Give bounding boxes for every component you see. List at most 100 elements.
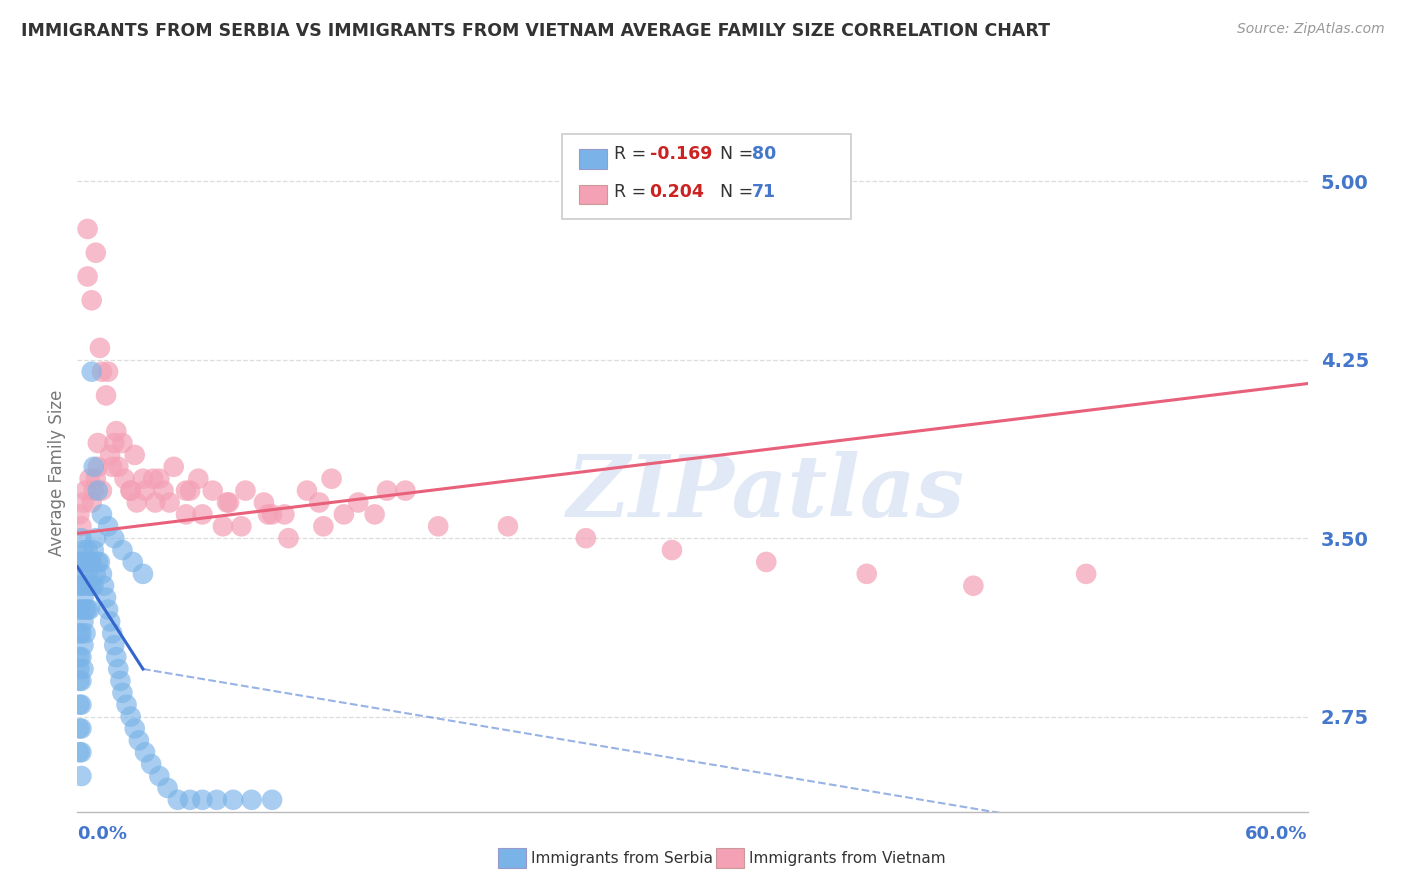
Point — [253, 495, 276, 509]
Point — [79, 472, 101, 486]
Point — [427, 519, 450, 533]
Point — [70, 673, 93, 688]
Point — [101, 626, 124, 640]
Text: Immigrants from Serbia: Immigrants from Serbia — [531, 851, 713, 865]
Text: R =: R = — [614, 145, 652, 163]
Text: Source: ZipAtlas.com: Source: ZipAtlas.com — [1237, 22, 1385, 37]
Point — [84, 472, 107, 486]
Point — [205, 793, 228, 807]
Point — [142, 472, 165, 486]
Point — [962, 579, 984, 593]
Point — [128, 733, 150, 747]
Point — [132, 472, 155, 486]
Point — [79, 602, 101, 616]
Point — [333, 508, 356, 522]
Point — [179, 483, 201, 498]
Point — [83, 543, 105, 558]
Point — [97, 602, 120, 616]
Point — [148, 472, 170, 486]
Point — [79, 555, 101, 569]
Point — [114, 472, 136, 486]
Point — [98, 615, 121, 629]
Point — [111, 543, 134, 558]
Point — [94, 388, 117, 402]
Point — [75, 602, 97, 616]
Point — [90, 365, 114, 379]
Point — [179, 793, 201, 807]
Point — [191, 793, 214, 807]
Point — [75, 579, 97, 593]
Point — [120, 709, 142, 723]
Point — [212, 519, 235, 533]
Point — [755, 555, 778, 569]
Text: 60.0%: 60.0% — [1246, 825, 1308, 843]
Point — [1076, 566, 1098, 581]
Point — [661, 543, 683, 558]
Point — [134, 483, 156, 498]
Point — [76, 543, 98, 558]
Point — [103, 531, 125, 545]
Point — [89, 555, 111, 569]
Point — [72, 662, 94, 676]
Point — [295, 483, 318, 498]
Point — [70, 519, 93, 533]
Point — [87, 483, 110, 498]
Point — [67, 508, 90, 522]
Text: 71: 71 — [752, 183, 776, 201]
Point — [124, 722, 146, 736]
Point — [273, 508, 295, 522]
Point — [67, 650, 90, 665]
Point — [132, 566, 155, 581]
Point — [375, 483, 398, 498]
Point — [148, 769, 170, 783]
Point — [156, 780, 179, 795]
Point — [67, 745, 90, 759]
Point — [67, 722, 90, 736]
Point — [347, 495, 370, 509]
Point — [125, 495, 148, 509]
Point — [87, 459, 110, 474]
Point — [103, 638, 125, 652]
Point — [75, 626, 97, 640]
Point — [87, 555, 110, 569]
Point — [67, 555, 90, 569]
Point — [124, 448, 146, 462]
Point — [70, 531, 93, 545]
Text: IMMIGRANTS FROM SERBIA VS IMMIGRANTS FROM VIETNAM AVERAGE FAMILY SIZE CORRELATIO: IMMIGRANTS FROM SERBIA VS IMMIGRANTS FRO… — [21, 22, 1050, 40]
Point — [110, 673, 132, 688]
Y-axis label: Average Family Size: Average Family Size — [48, 390, 66, 556]
Point — [76, 602, 98, 616]
Point — [84, 245, 107, 260]
Point — [80, 495, 103, 509]
Point — [67, 662, 90, 676]
Point — [174, 508, 197, 522]
Point — [67, 602, 90, 616]
Text: R =: R = — [614, 183, 652, 201]
Point — [855, 566, 877, 581]
Point — [93, 579, 115, 593]
Point — [321, 472, 343, 486]
Point — [90, 508, 114, 522]
Text: -0.169: -0.169 — [650, 145, 711, 163]
Point — [70, 745, 93, 759]
Point — [89, 341, 111, 355]
Point — [120, 483, 142, 498]
Point — [105, 424, 128, 438]
Point — [174, 483, 197, 498]
Text: 0.204: 0.204 — [650, 183, 704, 201]
Point — [67, 698, 90, 712]
Point — [80, 293, 103, 308]
Point — [75, 555, 97, 569]
Point — [240, 793, 263, 807]
Point — [94, 591, 117, 605]
Point — [70, 626, 93, 640]
Point — [143, 495, 166, 509]
Point — [115, 698, 138, 712]
Point — [235, 483, 257, 498]
Point — [105, 650, 128, 665]
Point — [80, 555, 103, 569]
Point — [72, 495, 94, 509]
Point — [394, 483, 416, 498]
Point — [257, 508, 280, 522]
Point — [277, 531, 299, 545]
